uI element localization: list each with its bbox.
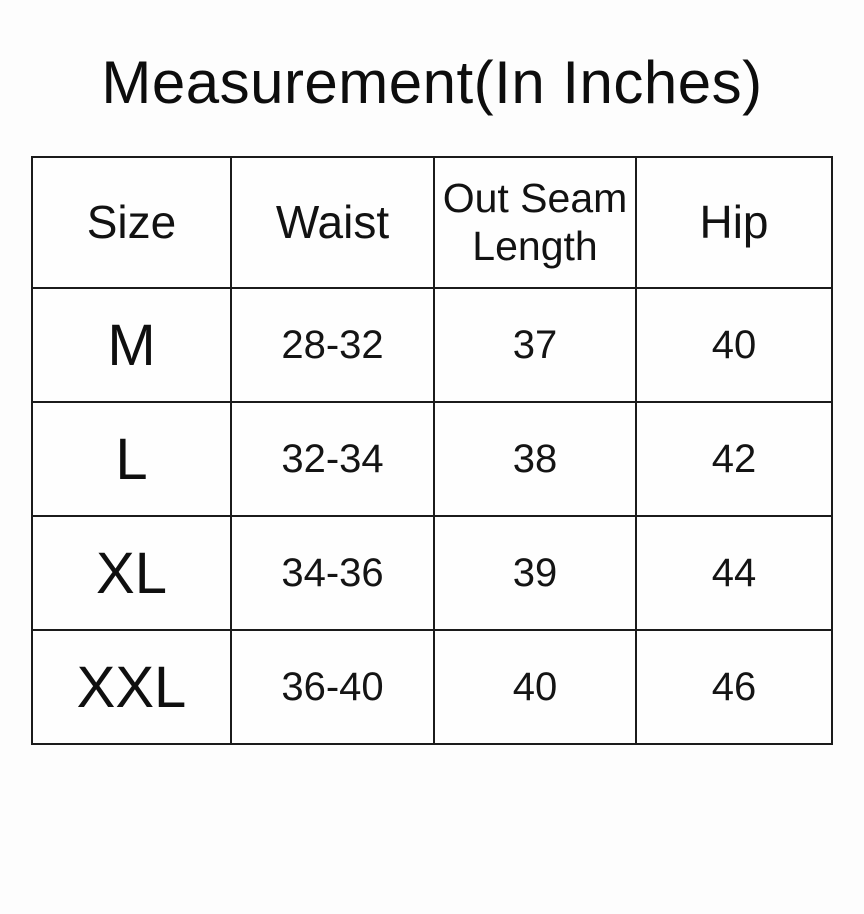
waist-cell: 32-34	[230, 401, 435, 517]
size-cell: XXL	[31, 629, 232, 745]
waist-cell: 36-40	[230, 629, 435, 745]
col-header-out-seam-length: Out Seam Length	[433, 156, 637, 289]
col-header-waist: Waist	[230, 156, 435, 289]
size-cell: XL	[31, 515, 232, 631]
measurement-table: Size Waist Out Seam Length Hip M 28-32 3…	[31, 156, 833, 745]
out-seam-cell: 38	[433, 401, 637, 517]
table-row-l: L 32-34 38 42	[31, 401, 833, 517]
hip-cell: 44	[635, 515, 833, 631]
out-seam-cell: 40	[433, 629, 637, 745]
header-row: Size Waist Out Seam Length Hip	[31, 156, 833, 289]
hip-cell: 46	[635, 629, 833, 745]
size-cell: L	[31, 401, 232, 517]
table-row-xxl: XXL 36-40 40 46	[31, 629, 833, 745]
table-row-xl: XL 34-36 39 44	[31, 515, 833, 631]
table-row-m: M 28-32 37 40	[31, 287, 833, 403]
waist-cell: 34-36	[230, 515, 435, 631]
col-header-size: Size	[31, 156, 232, 289]
hip-cell: 40	[635, 287, 833, 403]
out-seam-cell: 39	[433, 515, 637, 631]
page-title: Measurement(In Inches)	[101, 49, 763, 116]
col-header-hip: Hip	[635, 156, 833, 289]
out-seam-cell: 37	[433, 287, 637, 403]
hip-cell: 42	[635, 401, 833, 517]
waist-cell: 28-32	[230, 287, 435, 403]
size-cell: M	[31, 287, 232, 403]
